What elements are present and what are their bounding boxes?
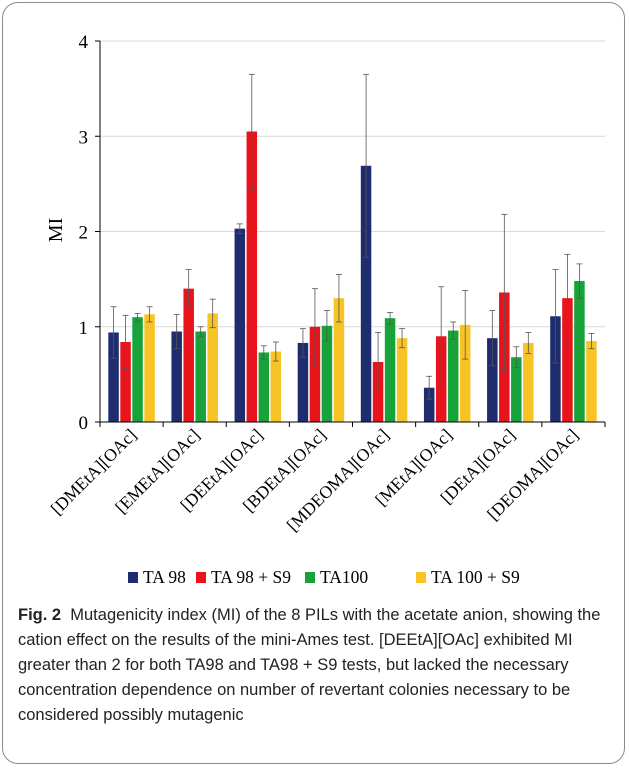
legend-swatch xyxy=(416,572,426,583)
y-tick-label: 1 xyxy=(79,318,89,339)
caption-text: Mutagenicity index (MI) of the 8 PILs wi… xyxy=(18,606,601,724)
bar-ta-100-s9 xyxy=(523,342,534,422)
bar-ta100 xyxy=(511,357,522,422)
bar-ta-98-s9 xyxy=(562,298,573,422)
bar-chart: 0 1 2 3 4 MI [DMEtA][OAc][EMEtA][OAc][DEEtA]… xyxy=(45,32,606,587)
error-bars xyxy=(110,73,595,400)
figure-caption: Fig. 2 Mutagenicity index (MI) of the 8 … xyxy=(18,603,614,728)
bar-ta-100-s9 xyxy=(333,298,345,422)
y-tick-label: 0 xyxy=(79,413,89,434)
bar-ta-98 xyxy=(297,342,309,422)
bar-ta-98 xyxy=(360,165,372,422)
bar-ta-98 xyxy=(234,228,246,422)
bar-ta-98 xyxy=(487,338,498,422)
bar-ta-100-s9 xyxy=(586,341,597,422)
bar-ta-98-s9 xyxy=(309,326,321,422)
bar-ta-100-s9 xyxy=(396,338,408,422)
bars xyxy=(108,131,597,423)
y-axis-label: MI xyxy=(45,218,67,242)
y-axis: 0 1 2 3 4 xyxy=(79,32,101,434)
bar-ta-98-s9 xyxy=(120,341,131,422)
legend-swatch xyxy=(196,572,206,583)
bar-ta100 xyxy=(195,331,206,422)
bar-ta-100-s9 xyxy=(459,324,471,422)
bar-ta-98 xyxy=(550,316,561,422)
bar-ta-98 xyxy=(171,331,182,422)
x-axis: [DMEtA][OAc][EMEtA][OAc][DEEtA][OAc][BDE… xyxy=(47,421,606,535)
legend-swatch xyxy=(128,572,138,583)
legend-swatch xyxy=(305,572,315,583)
bar-ta-100-s9 xyxy=(270,351,282,422)
bar-ta-98-s9 xyxy=(246,131,258,423)
bar-ta100 xyxy=(132,317,143,422)
bar-ta-98-s9 xyxy=(183,288,194,422)
bar-ta100 xyxy=(321,325,333,422)
legend-label: TA 98 xyxy=(143,567,186,587)
bar-ta-98 xyxy=(423,387,435,422)
bar-ta100 xyxy=(384,318,396,422)
y-tick-label: 3 xyxy=(79,127,89,148)
legend-label: TA100 xyxy=(320,567,368,587)
bar-ta100 xyxy=(447,330,459,422)
bar-ta-100-s9 xyxy=(144,314,155,422)
legend-label: TA 98 + S9 xyxy=(211,567,291,587)
bar-ta-100-s9 xyxy=(207,313,218,422)
grid-lines xyxy=(100,40,605,328)
legend: TA 98 TA 98 + S9 TA100 TA 100 + S9 xyxy=(128,567,520,587)
y-tick-label: 2 xyxy=(79,223,89,244)
caption-label: Fig. 2 xyxy=(18,606,62,624)
bar-ta100 xyxy=(258,352,270,422)
bar-ta100 xyxy=(574,281,585,422)
y-tick-label: 4 xyxy=(79,32,89,53)
legend-label: TA 100 + S9 xyxy=(431,567,520,587)
bar-ta-98-s9 xyxy=(372,361,384,422)
bar-ta-98 xyxy=(108,332,119,422)
